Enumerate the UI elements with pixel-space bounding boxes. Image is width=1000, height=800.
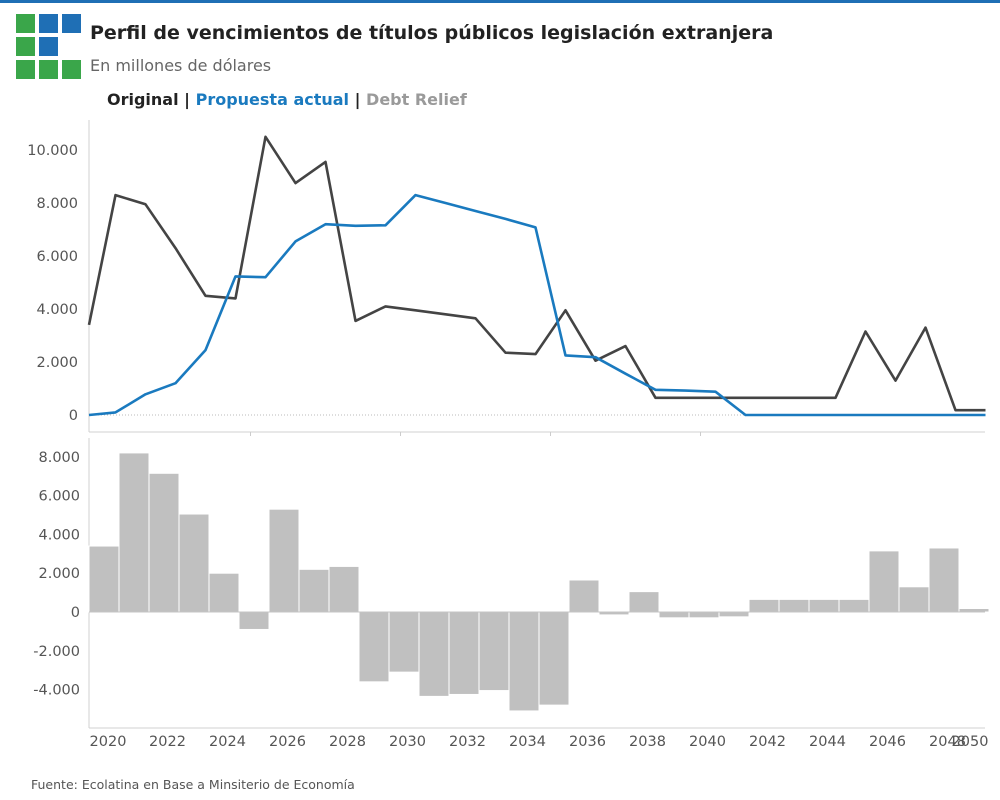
debt-relief-bar: [658, 611, 690, 619]
x-tick-label: 2036: [569, 734, 606, 750]
debt-relief-bar: [778, 598, 810, 613]
x-tick-label: 2046: [869, 734, 906, 750]
logo-square: [62, 60, 81, 79]
debt-relief-bar: [598, 611, 630, 616]
legend-separator: |: [184, 90, 191, 109]
logo-square: [62, 14, 81, 33]
chart-title: Perfil de vencimientos de títulos públic…: [90, 22, 774, 44]
x-tick-label: 2034: [509, 734, 546, 750]
top-accent-bar: [0, 0, 1000, 3]
debt-relief-bar: [628, 591, 660, 613]
debt-relief-bar: [868, 550, 900, 613]
debt-relief-bar: [208, 572, 240, 613]
debt-relief-bar: [748, 598, 780, 613]
x-tick-label: 2028: [329, 734, 366, 750]
bottom-y-tick-label: 2.000: [38, 566, 80, 582]
debt-relief-bar: [418, 611, 450, 697]
logo-square: [39, 14, 58, 33]
original-series-line: [87, 135, 986, 412]
x-tick-label: 2040: [689, 734, 726, 750]
top-y-tick-label: 10.000: [27, 143, 78, 159]
legend-debt-relief: Debt Relief: [366, 90, 467, 109]
chart-subtitle: En millones de dólares: [90, 56, 272, 75]
bottom-y-tick-label: 8.000: [38, 450, 80, 466]
debt-relief-bar: [568, 579, 600, 613]
debt-relief-bar: [238, 611, 270, 630]
x-tick-label: 2022: [149, 734, 186, 750]
bottom-y-tick-label: 0: [71, 605, 80, 621]
debt-relief-bar: [928, 547, 960, 613]
debt-relief-bar: [388, 611, 420, 673]
x-tick-label: 2026: [269, 734, 306, 750]
top-y-tick-label: 8.000: [36, 196, 78, 212]
x-tick-label: 2048: [929, 734, 966, 750]
top-y-tick-label: 4.000: [36, 302, 78, 318]
logo-square: [39, 37, 58, 56]
x-tick-label: 2020: [90, 734, 127, 750]
debt-relief-bar: [808, 598, 840, 613]
bottom-y-tick-label: -4.000: [33, 683, 80, 699]
debt-relief-bar: [478, 611, 510, 692]
logo-square: [39, 60, 58, 79]
debt-relief-bar: [538, 611, 570, 706]
top-y-tick-label: 2.000: [36, 355, 78, 371]
x-tick-label: 2042: [749, 734, 786, 750]
bottom-y-tick-label: -2.000: [33, 644, 80, 660]
debt-relief-bar: [298, 568, 330, 613]
x-tick-label: 2044: [809, 734, 846, 750]
debt-relief-bar: [688, 611, 720, 619]
logo-square: [16, 14, 35, 33]
top-y-tick-label: 0: [69, 408, 78, 424]
propuesta-series-line: [88, 193, 986, 417]
legend-propuesta: Propuesta actual: [195, 90, 350, 109]
x-tick-label: 2030: [389, 734, 426, 750]
legend-original: Original: [107, 90, 179, 109]
logo: [16, 14, 82, 80]
x-tick-label: 2038: [629, 734, 666, 750]
debt-relief-bar: [838, 598, 870, 613]
bottom-y-tick-label: 6.000: [38, 489, 80, 505]
debt-relief-bar: [178, 513, 210, 613]
x-tick-label: 2032: [449, 734, 486, 750]
debt-relief-bar: [358, 611, 390, 683]
legend: Original | Propuesta actual | Debt Relie…: [107, 90, 467, 109]
x-tick-label: 2050: [952, 734, 989, 750]
bottom-y-tick-label: 4.000: [38, 527, 80, 543]
debt-relief-bar: [268, 508, 300, 613]
debt-relief-bar: [958, 608, 990, 613]
logo-square: [16, 37, 35, 56]
debt-relief-bar: [718, 611, 750, 618]
top-y-tick-label: 6.000: [36, 249, 78, 265]
debt-relief-bar: [508, 611, 540, 712]
debt-relief-bar: [88, 545, 120, 613]
source-note: Fuente: Ecolatina en Base a Minsiterio d…: [31, 777, 355, 792]
debt-relief-bar: [898, 586, 930, 613]
debt-relief-bar: [148, 472, 180, 613]
x-tick-label: 2024: [209, 734, 246, 750]
legend-separator: |: [354, 90, 361, 109]
debt-relief-bar: [328, 565, 360, 613]
logo-square: [16, 60, 35, 79]
debt-relief-bar: [448, 611, 480, 695]
debt-relief-bar: [118, 452, 150, 613]
